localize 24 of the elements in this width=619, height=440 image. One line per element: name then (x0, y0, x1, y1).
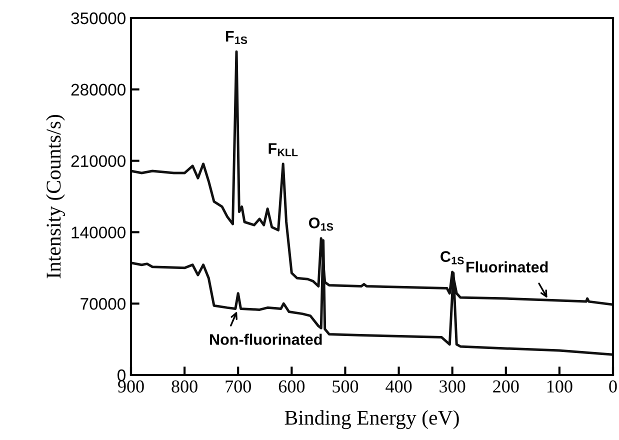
x-tick-label: 400 (386, 380, 412, 393)
x-tick-label: 500 (332, 380, 358, 393)
annotation: F$_{KLL}$ (268, 143, 298, 156)
x-tick-label: 100 (547, 380, 572, 393)
annotation: C$_{1S}$ (440, 251, 464, 264)
annotation: Fluorinated (466, 261, 548, 273)
annotation: O$_{1S}$ (308, 218, 334, 231)
annotation: F$_{1S}$ (226, 31, 248, 44)
annotation: Non-fluorinated (210, 334, 322, 345)
y-tick-label: 210000 (71, 155, 126, 168)
y-tick-label: 70000 (80, 298, 126, 310)
y-axis-title: Intensity (Counts/s) (46, 114, 65, 278)
y-tick-label: 280000 (71, 84, 126, 96)
x-tick-label: 800 (172, 380, 198, 393)
x-tick-label: 900 (118, 380, 144, 393)
x-tick-label: 700 (226, 380, 251, 393)
y-tick-label: 350000 (71, 12, 126, 24)
x-tick-label: 600 (278, 380, 305, 393)
y-tick-label: 0 (118, 369, 126, 382)
x-tick-label: 200 (493, 380, 519, 393)
y-tick-label: 140000 (72, 226, 126, 238)
x-tick-label: 0 (609, 380, 617, 393)
x-axis-title: Binding Energy (eV) (284, 410, 459, 430)
x-tick-label: 300 (440, 380, 466, 393)
